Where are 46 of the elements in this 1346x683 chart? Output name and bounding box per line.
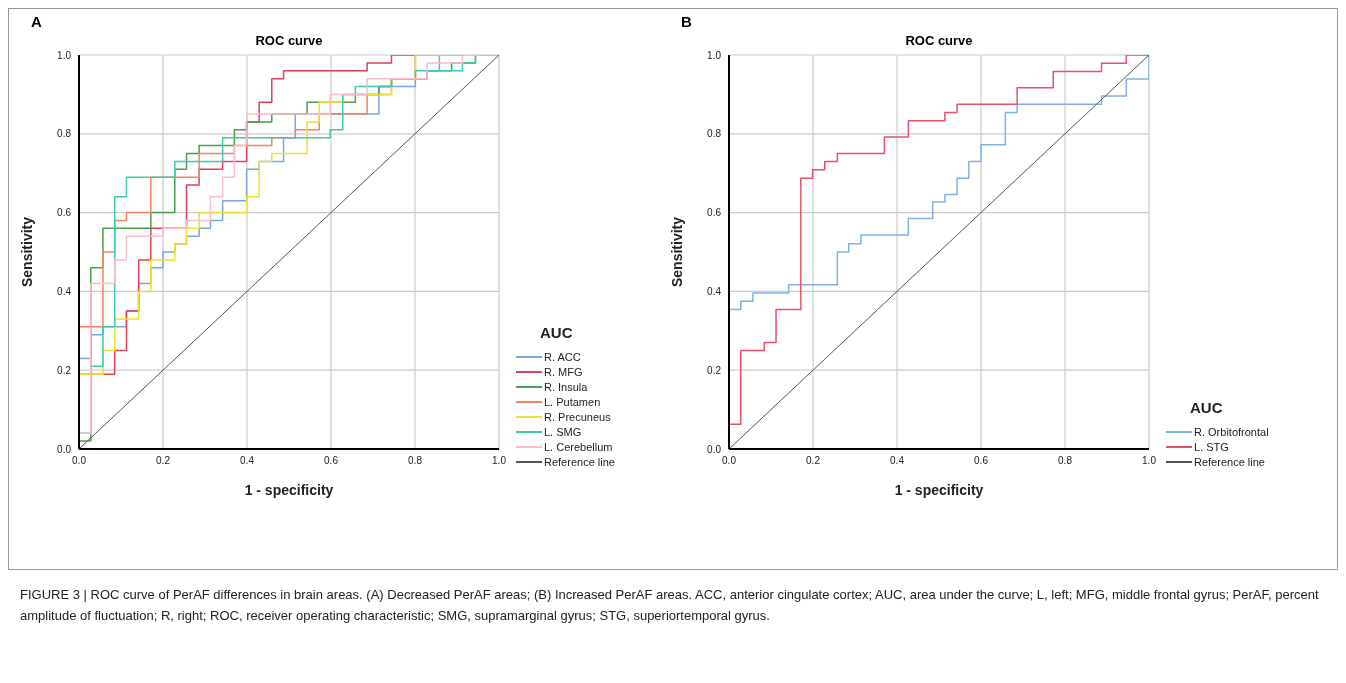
x-tick-label: 0.4 [240,455,255,467]
text: A [31,13,42,30]
legend-label: Reference line [544,455,615,468]
legend-label: L. Putamen [544,395,601,408]
x-tick-label: 0.6 [974,455,989,467]
x-tick-label: 0.2 [806,455,821,467]
legend-title: AUC [540,324,574,341]
x-tick-label: 0.6 [324,455,339,467]
x-tick-label: 1.0 [492,455,507,467]
legend-label: R. ACC [544,350,581,363]
text: B [681,13,692,30]
x-tick-label: 1.0 [1142,455,1157,467]
legend-label: R. Orbitofrontal [1194,425,1269,438]
x-axis-title: 1 - specificity [894,482,984,498]
x-tick-label: 0.8 [1058,455,1073,467]
legend-label: R. MFG [544,365,583,378]
x-tick-label: 0.0 [722,455,737,467]
legend-label: Reference line [1194,455,1265,468]
x-tick-label: 0.0 [72,455,87,467]
y-tick-label: 0.6 [57,207,72,219]
y-tick-label: 0.8 [57,128,72,140]
y-tick-label: 0.8 [707,128,722,140]
y-tick-label: 1.0 [57,49,72,61]
caption: FIGURE 3 | ROC curve of PerAF differences in brain areas. (A) Decreased PerAF areas; (B) Increased PerAF areas. ACC, anterior cingulate cortex; AUC, area under the curve; L, left; MFG, middle frontal gyrus; PerAF, percent amplitude of fluctuation; R, right; ROC, receiver operating characteristic; SMG, supramarginal gyrus; STG, superiortemporal gyrus. [20,586,1320,625]
x-tick-label: 0.8 [408,455,423,467]
legend-label: R. Insula [544,380,588,393]
y-axis-title: Sensitivity [18,216,35,288]
x-tick-label: 0.2 [156,455,171,467]
y-axis-title: Sensitivity [668,216,685,288]
x-tick-label: 0.4 [890,455,905,467]
y-tick-label: 0.2 [707,364,722,376]
legend-title: AUC [1190,399,1224,416]
y-tick-label: 0.4 [57,285,72,297]
y-tick-label: 0.0 [57,443,72,455]
chart-title: ROC curve [254,33,324,48]
y-tick-label: 0.4 [707,285,722,297]
legend-label: R. Precuneus [544,410,611,423]
y-tick-label: 1.0 [707,49,722,61]
legend-label: L. Cerebellum [544,440,613,453]
y-tick-label: 0.2 [57,364,72,376]
chart-title: ROC curve [904,33,974,48]
y-tick-label: 0.0 [707,443,722,455]
x-axis-title: 1 - specificity [244,482,334,498]
legend-label: L. STG [1194,440,1229,453]
y-tick-label: 0.6 [707,207,722,219]
legend-label: L. SMG [544,425,582,438]
